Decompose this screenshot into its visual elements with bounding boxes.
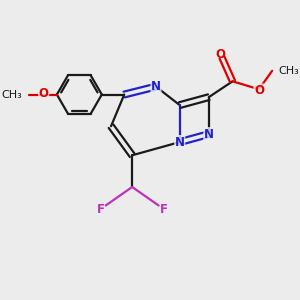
Text: O: O <box>39 87 49 100</box>
Text: N: N <box>151 80 161 93</box>
Text: CH₃: CH₃ <box>2 89 22 100</box>
Text: O: O <box>216 48 226 62</box>
Text: F: F <box>97 203 104 216</box>
Text: N: N <box>204 128 214 141</box>
Text: F: F <box>160 203 168 216</box>
Text: CH₃: CH₃ <box>279 66 299 76</box>
Text: O: O <box>254 84 264 97</box>
Text: N: N <box>175 136 185 148</box>
